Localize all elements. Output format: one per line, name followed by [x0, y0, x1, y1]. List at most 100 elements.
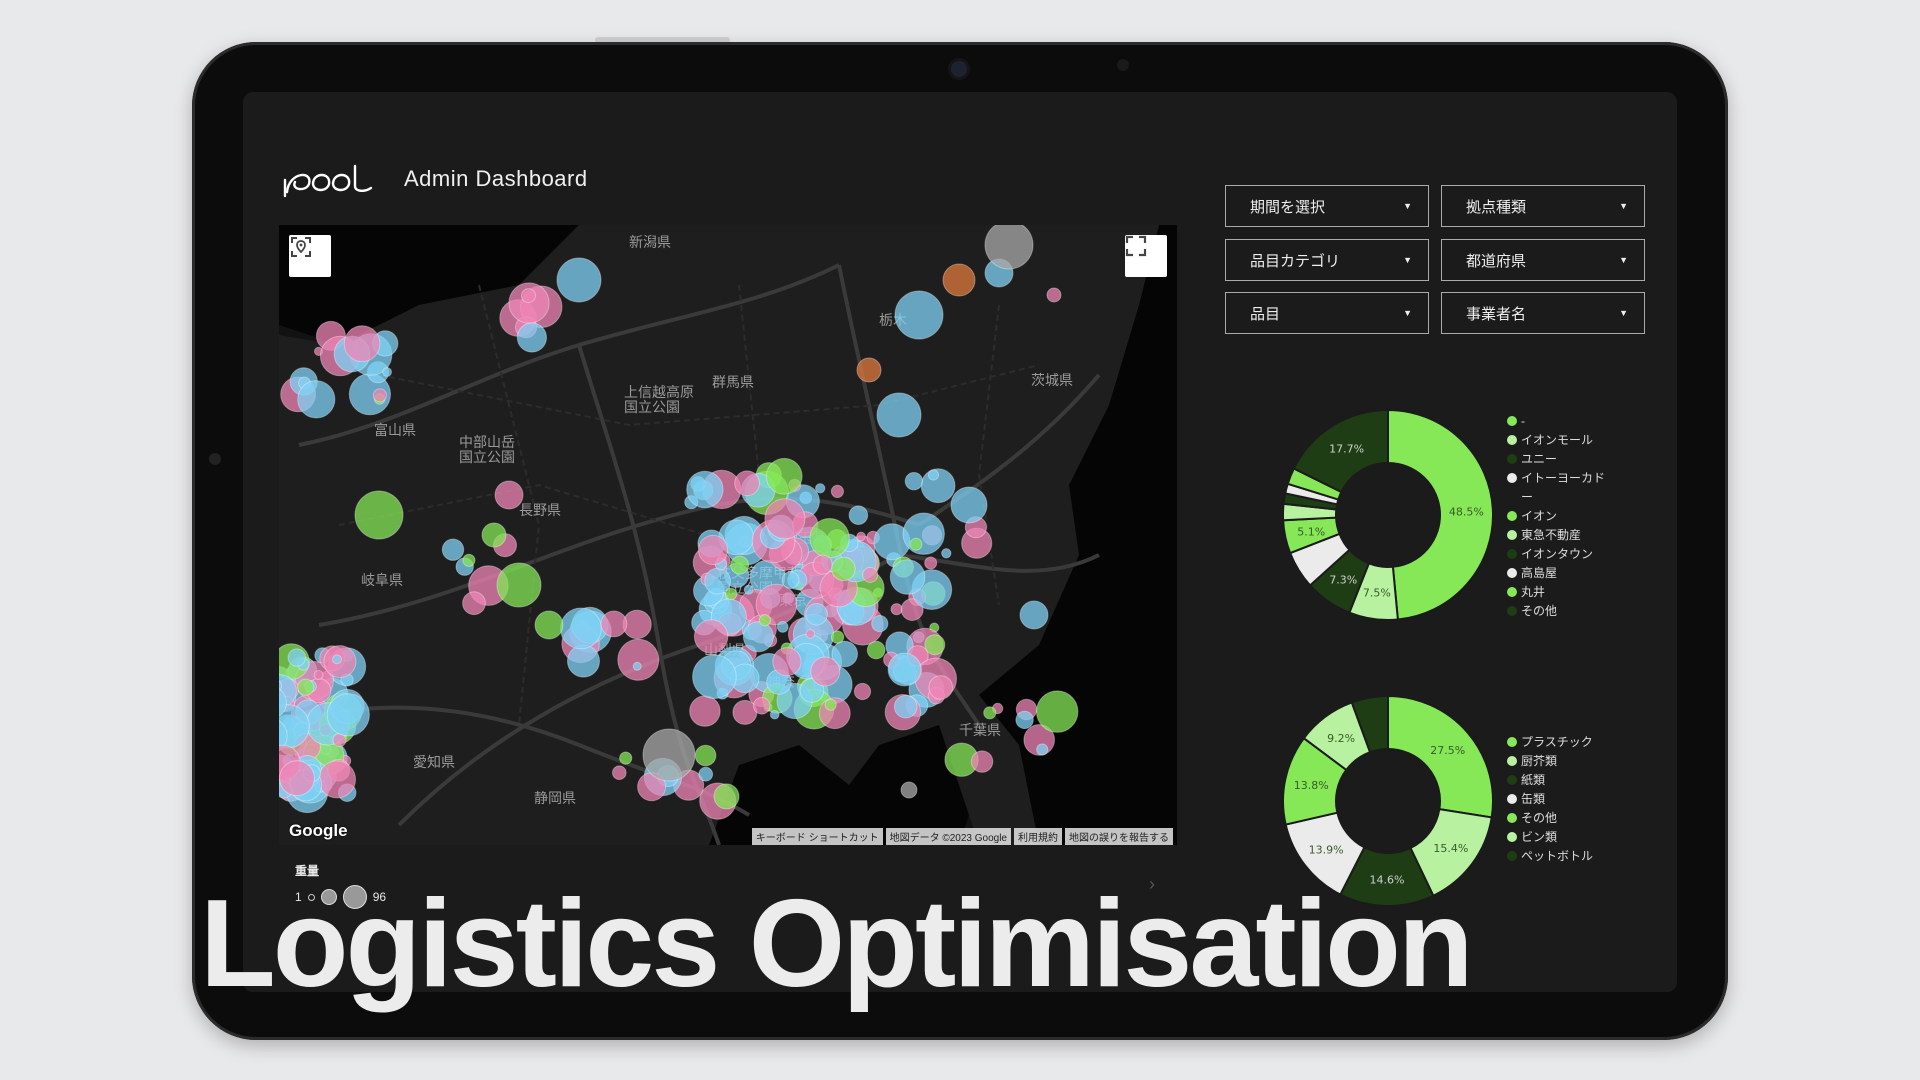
map-bubble[interactable] — [441, 538, 465, 561]
map-bubble[interactable] — [824, 698, 837, 711]
map-bubble[interactable] — [781, 571, 800, 590]
map-bubble[interactable] — [970, 750, 994, 773]
map-bubble[interactable] — [516, 322, 547, 353]
map-bubble[interactable] — [893, 694, 918, 719]
map-bubble[interactable] — [924, 634, 946, 656]
map-bubble[interactable] — [742, 621, 774, 653]
company-legend-item[interactable]: 丸井 — [1507, 583, 1611, 602]
map-bubble[interactable] — [772, 647, 802, 677]
map-bubble[interactable] — [692, 654, 737, 700]
map-bubble[interactable] — [1036, 743, 1049, 756]
company-legend-item[interactable]: - — [1507, 412, 1611, 431]
map-bubble[interactable] — [332, 654, 342, 665]
site-type-dropdown[interactable]: 拠点種類 ▼ — [1441, 185, 1645, 227]
map-bubble[interactable] — [617, 638, 660, 681]
map-bubble[interactable] — [698, 534, 729, 566]
map-bubble[interactable] — [764, 498, 806, 540]
map-bubble[interactable] — [297, 678, 315, 696]
map-bubble[interactable] — [462, 553, 476, 567]
company-legend-item[interactable]: イオンモール — [1507, 431, 1611, 450]
map-bubble[interactable] — [900, 781, 918, 799]
map-bubble[interactable] — [642, 728, 696, 782]
map-bubble[interactable] — [831, 556, 856, 582]
map-bubble[interactable] — [730, 555, 750, 575]
map-bubble[interactable] — [560, 607, 602, 650]
map-bubble[interactable] — [799, 678, 825, 703]
material-slice[interactable] — [1387, 694, 1494, 819]
map-bubble[interactable] — [297, 380, 336, 419]
map-bubble[interactable] — [856, 531, 866, 542]
map-bubble[interactable] — [343, 325, 381, 363]
map-bubble[interactable] — [508, 282, 550, 324]
map-bubble[interactable] — [600, 610, 628, 638]
map-bubble[interactable] — [1015, 710, 1034, 730]
map-bubble[interactable] — [279, 760, 315, 797]
material-slice[interactable] — [1350, 694, 1389, 754]
map-bubble[interactable] — [326, 693, 370, 737]
map-bubble[interactable] — [890, 603, 903, 616]
map-bubble[interactable] — [983, 706, 997, 720]
map-bubble[interactable] — [848, 505, 869, 526]
map-bubble[interactable] — [810, 656, 841, 687]
company-slice[interactable] — [1292, 408, 1389, 494]
map-bubble[interactable] — [904, 472, 924, 491]
map-bubble[interactable] — [313, 670, 324, 680]
map-bubble[interactable] — [632, 661, 642, 671]
material-legend-item[interactable]: プラスチック — [1507, 733, 1611, 752]
map-bubble[interactable] — [831, 640, 859, 668]
map-bubble[interactable] — [462, 591, 486, 616]
map-bubble[interactable] — [1036, 690, 1079, 733]
map-bubble[interactable] — [805, 629, 816, 639]
map-bubble[interactable] — [354, 490, 404, 540]
material-legend-item[interactable]: ビン類 — [1507, 828, 1611, 847]
map-bubble[interactable] — [1046, 287, 1062, 303]
map-bubble[interactable] — [287, 648, 306, 667]
map-bubble[interactable] — [521, 288, 536, 304]
map-bubble[interactable] — [279, 718, 288, 754]
company-legend-item[interactable]: 東急不動産 — [1507, 526, 1611, 545]
map-bubble[interactable] — [372, 388, 388, 403]
locate-button[interactable] — [289, 235, 331, 277]
terms-link[interactable]: 利用規約 — [1014, 828, 1062, 845]
map-bubble[interactable] — [776, 621, 789, 633]
map-bubble[interactable] — [318, 760, 356, 799]
map-bubble[interactable] — [769, 709, 780, 720]
material-legend-item[interactable]: その他 — [1507, 809, 1611, 828]
map-bubble[interactable] — [871, 615, 889, 633]
item-dropdown[interactable]: 品目 ▼ — [1225, 292, 1429, 334]
map-bubble[interactable] — [924, 556, 938, 570]
map-bubble[interactable] — [481, 522, 507, 548]
prefecture-dropdown[interactable]: 都道府県 ▼ — [1441, 239, 1645, 281]
map-bubble[interactable] — [689, 695, 721, 727]
material-legend-item[interactable]: 厨芥類 — [1507, 752, 1611, 771]
report-error-link[interactable]: 地図の誤りを報告する — [1065, 828, 1173, 845]
map-bubble[interactable] — [909, 537, 923, 551]
map-bubble[interactable] — [765, 457, 803, 495]
map-bubble[interactable] — [902, 512, 945, 555]
map-bubble[interactable] — [698, 766, 714, 782]
map-bubble[interactable] — [556, 257, 602, 303]
category-dropdown[interactable]: 品目カテゴリ ▼ — [1225, 239, 1429, 281]
map-bubble[interactable] — [942, 263, 976, 297]
map-bubble[interactable] — [619, 751, 633, 765]
map-bubble[interactable] — [686, 470, 724, 509]
map-bubble[interactable] — [694, 744, 717, 767]
map-bubble[interactable] — [984, 225, 1034, 270]
map-bubble[interactable] — [856, 357, 882, 383]
map-bubble[interactable] — [713, 783, 740, 810]
map-bubble[interactable] — [887, 652, 922, 687]
map-bubble[interactable] — [941, 548, 952, 559]
company-legend-item[interactable]: ユニー — [1507, 450, 1611, 469]
map-bubble[interactable] — [894, 290, 944, 340]
map-bubble[interactable] — [805, 603, 828, 626]
map-bubble[interactable] — [755, 583, 798, 626]
map-bubble[interactable] — [724, 587, 738, 601]
keyboard-shortcuts-link[interactable]: キーボード ショートカット — [751, 828, 883, 845]
map-bubble[interactable] — [830, 484, 845, 498]
company-legend-item[interactable]: その他 — [1507, 602, 1611, 621]
material-legend-item[interactable]: 紙類 — [1507, 771, 1611, 790]
map-bubble[interactable] — [743, 584, 754, 595]
map-bubble[interactable] — [279, 679, 282, 693]
business-dropdown[interactable]: 事業者名 ▼ — [1441, 292, 1645, 334]
period-dropdown[interactable]: 期間を選択 ▼ — [1225, 185, 1429, 227]
